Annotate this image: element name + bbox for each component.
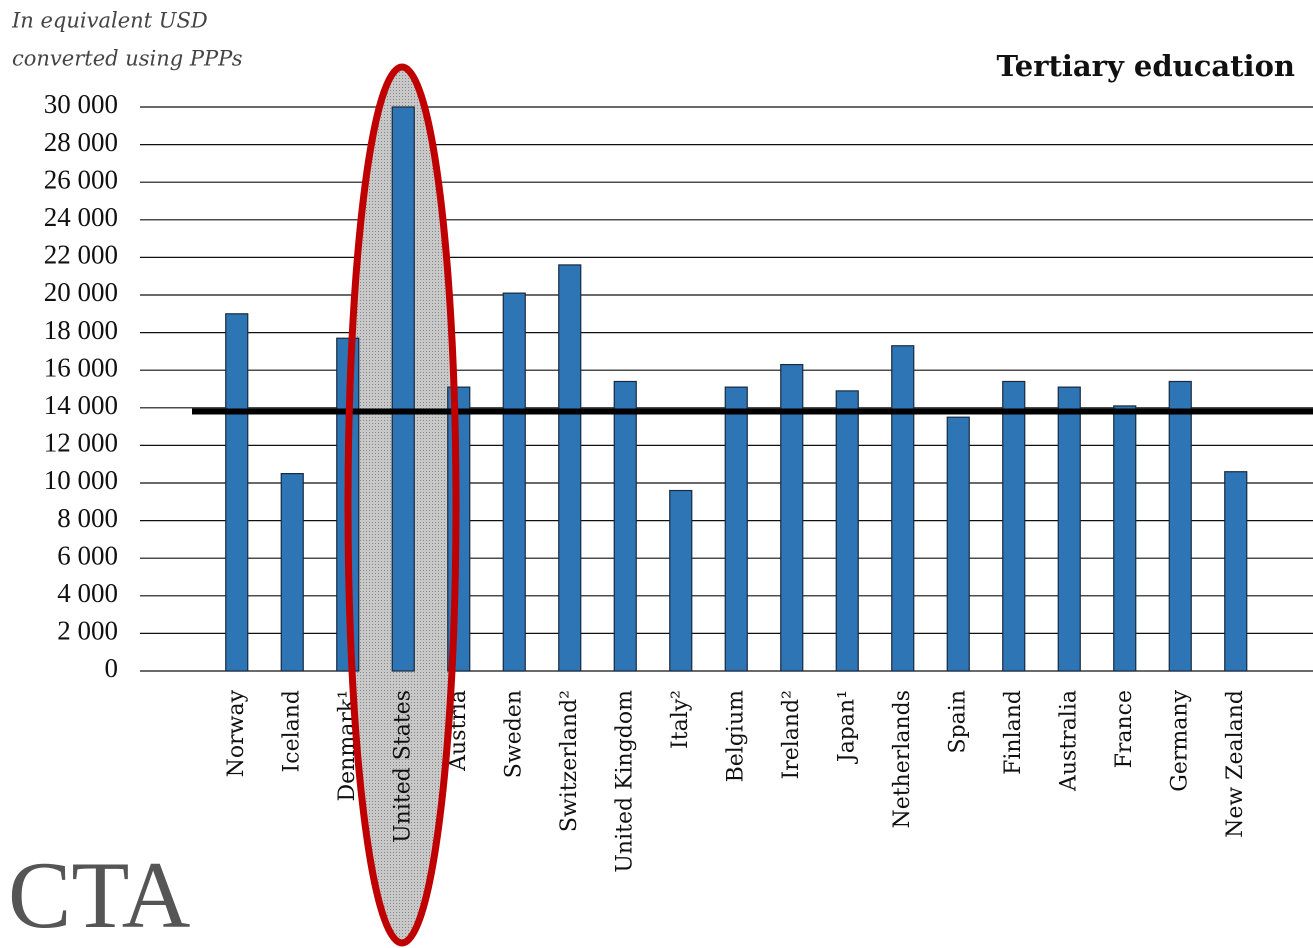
bar bbox=[613, 380, 637, 672]
bar bbox=[502, 292, 526, 672]
y-tick-label: 26 000 bbox=[44, 164, 118, 194]
bar bbox=[724, 386, 748, 672]
bar bbox=[280, 473, 304, 672]
x-tick-label: Germany bbox=[1167, 689, 1192, 791]
y-tick-label: 10 000 bbox=[44, 465, 118, 495]
x-tick-label: Belgium bbox=[723, 690, 748, 783]
y-tick-label: 30 000 bbox=[44, 89, 118, 119]
x-tick-label: Sweden bbox=[501, 690, 526, 778]
x-tick-label: Finland bbox=[1001, 690, 1026, 775]
bar bbox=[1224, 471, 1248, 672]
y-tick-label: 24 000 bbox=[44, 202, 118, 232]
bar bbox=[891, 345, 915, 672]
bar bbox=[835, 390, 859, 672]
bar bbox=[1002, 380, 1026, 672]
bar bbox=[1168, 380, 1192, 672]
watermark: CTA bbox=[8, 842, 190, 948]
highlight-ellipse bbox=[344, 63, 460, 947]
x-tick-label: Australia bbox=[1056, 690, 1081, 792]
x-tick-label: Netherlands bbox=[890, 690, 915, 829]
bar bbox=[780, 363, 804, 672]
y-tick-label: 18 000 bbox=[44, 315, 118, 345]
y-tick-label: 8 000 bbox=[57, 503, 118, 533]
y-tick-label: 22 000 bbox=[44, 240, 118, 270]
y-tick-label: 16 000 bbox=[44, 352, 118, 382]
y-tick-label: 28 000 bbox=[44, 127, 118, 157]
bar bbox=[391, 106, 415, 672]
x-tick-label: New Zealand bbox=[1223, 690, 1248, 838]
x-tick-label: Ireland² bbox=[779, 690, 804, 779]
bar bbox=[1057, 386, 1081, 672]
y-axis-label: converted using PPPs bbox=[12, 47, 243, 71]
x-tick-label: Italy² bbox=[668, 690, 693, 749]
y-tick-label: 4 000 bbox=[57, 578, 118, 608]
y-tick-label: 20 000 bbox=[44, 277, 118, 307]
y-tick-label: 0 bbox=[105, 653, 119, 683]
bar bbox=[558, 264, 582, 672]
bar bbox=[225, 313, 249, 672]
x-tick-label: Norway bbox=[224, 689, 249, 777]
y-tick-label: 6 000 bbox=[57, 540, 118, 570]
x-tick-label: United States bbox=[390, 690, 415, 843]
y-tick-label: 2 000 bbox=[57, 616, 118, 646]
bar bbox=[1113, 405, 1137, 672]
y-tick-label: 12 000 bbox=[44, 428, 118, 458]
y-tick-label: 14 000 bbox=[44, 390, 118, 420]
x-tick-label: Japan¹ bbox=[834, 690, 859, 764]
y-axis-label: In equivalent USD bbox=[11, 9, 208, 33]
bar bbox=[946, 416, 970, 672]
x-tick-label: Iceland bbox=[279, 690, 304, 772]
x-tick-label: Spain bbox=[945, 690, 970, 753]
bar bbox=[669, 489, 693, 672]
x-tick-label: United Kingdom bbox=[612, 690, 637, 873]
x-tick-label: Switzerland² bbox=[557, 690, 582, 832]
chart-title: Tertiary education bbox=[996, 49, 1295, 83]
x-tick-label: France bbox=[1112, 690, 1137, 768]
